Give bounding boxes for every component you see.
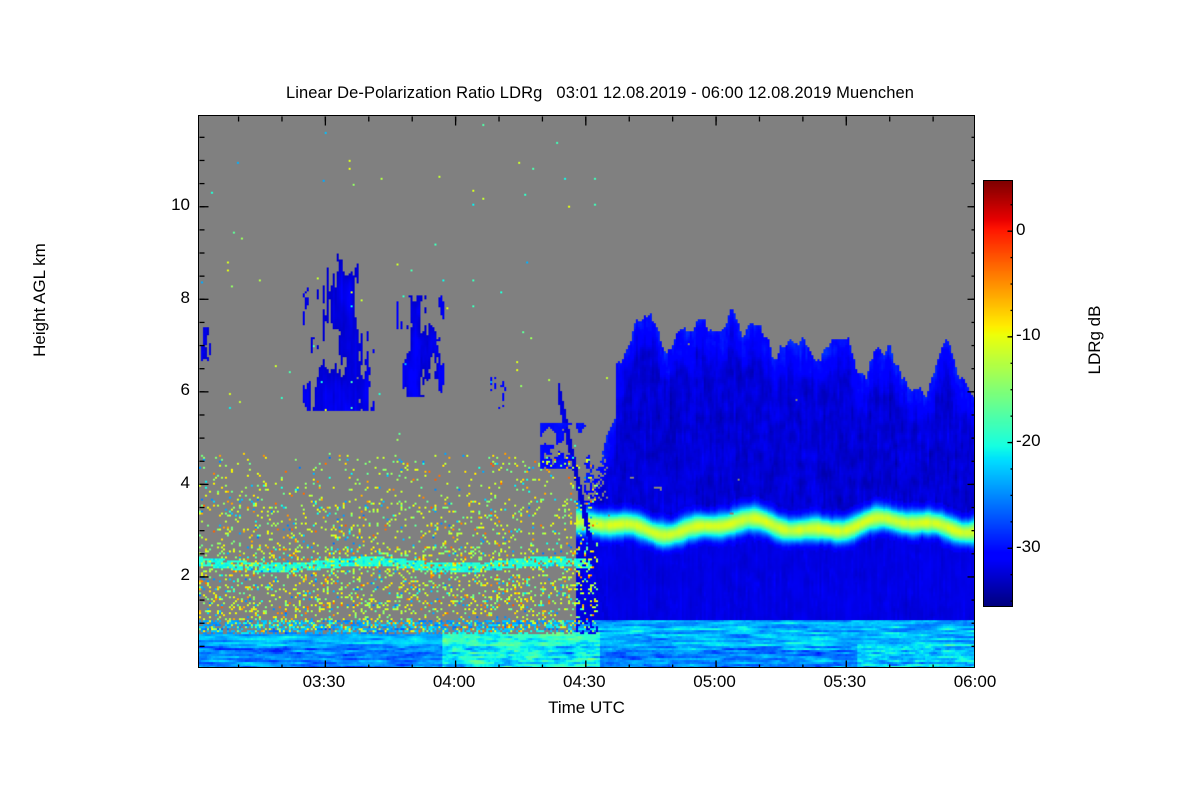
x-tick-label: 06:00 — [953, 672, 997, 691]
y-tick-label: 10 — [171, 195, 190, 215]
y-tick-label: 4 — [180, 472, 190, 492]
x-axis-title: Time UTC — [548, 698, 625, 717]
heatmap-canvas — [199, 116, 974, 667]
y-axis-title: Height AGL km — [30, 243, 49, 357]
colorbar-tick-label: -20 — [1016, 431, 1041, 451]
y-tick-label: 8 — [180, 287, 190, 307]
colorbar-tick-labels: 0 -10 -20 -30 — [1016, 180, 1096, 607]
colorbar-tick-label: -30 — [1016, 536, 1041, 556]
colorbar-gradient — [984, 181, 1012, 606]
x-tick-label: 04:30 — [563, 672, 606, 691]
colorbar-tick-label: 0 — [1016, 219, 1026, 239]
x-tick-label: 03:30 — [302, 672, 346, 691]
y-tick-label: 6 — [180, 380, 190, 400]
colorbar — [983, 180, 1013, 607]
x-axis-tick-labels: 03:30 04:00 04:30 05:00 05:30 06:00 — [198, 672, 997, 700]
colorbar-tick-label: -10 — [1016, 325, 1041, 345]
y-axis-tick-labels: 2 4 6 8 10 — [110, 115, 190, 668]
y-tick-label: 2 — [180, 565, 190, 585]
x-tick-label: 05:00 — [693, 672, 736, 691]
colorbar-title: LDRg dB — [1085, 305, 1104, 375]
x-tick-label: 05:30 — [823, 672, 867, 691]
figure-title: Linear De-Polarization Ratio LDRg 03:01 … — [285, 84, 915, 102]
plot-area — [198, 115, 975, 668]
x-tick-label: 04:00 — [432, 672, 476, 691]
